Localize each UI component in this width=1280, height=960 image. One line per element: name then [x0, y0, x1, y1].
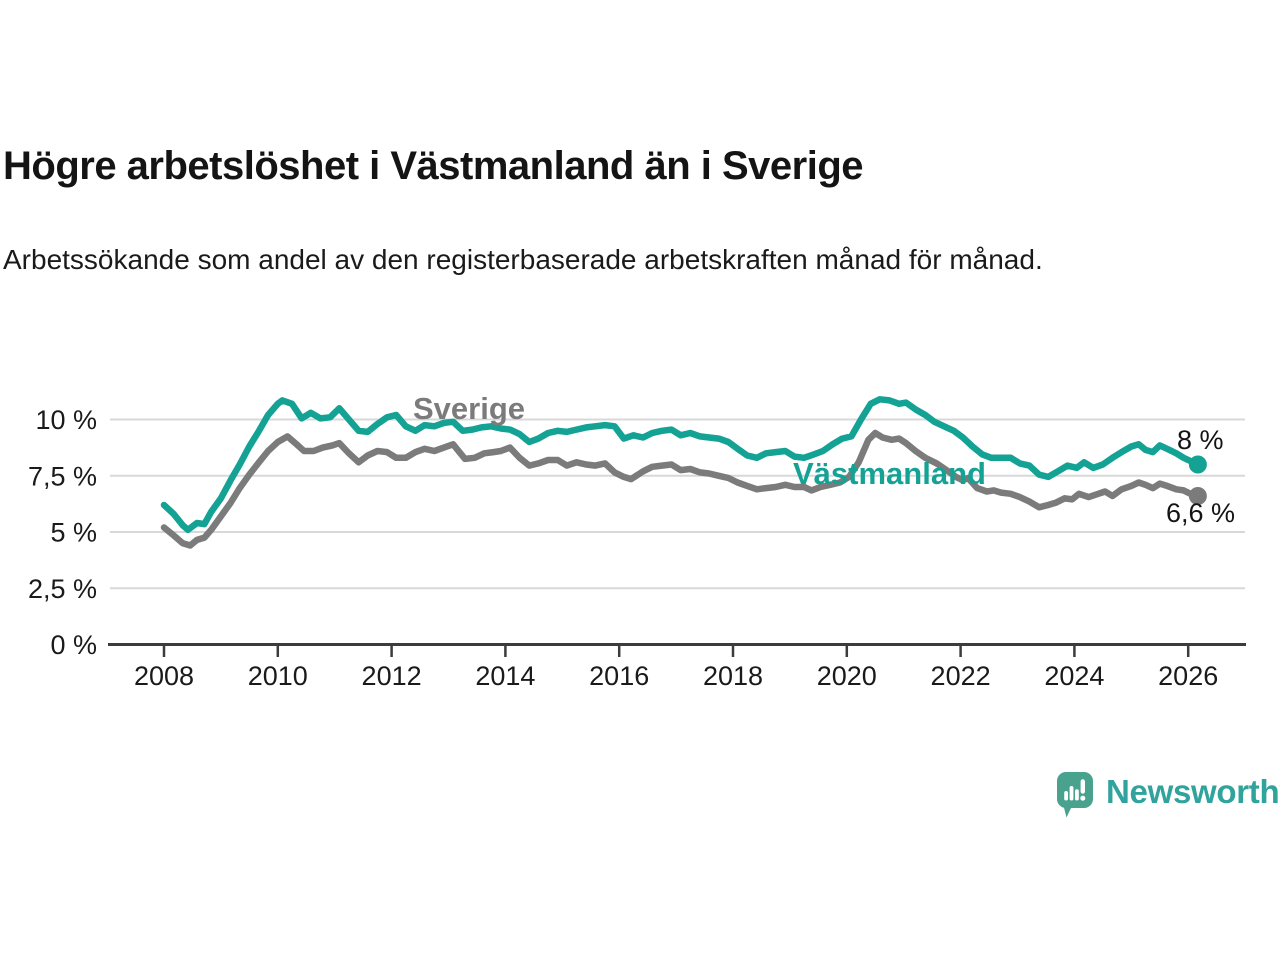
line-västmanland — [160, 396, 1202, 534]
end-dot-sverige — [1188, 487, 1207, 505]
y-axis-tick-label: 5 % — [50, 518, 97, 548]
x-axis-tick-label: 2022 — [931, 661, 991, 691]
bar-chart-speech-bubble-icon — [1057, 772, 1093, 818]
y-axis-tick-label: 2,5 % — [28, 574, 97, 604]
chart-subtitle: Arbetssökande som andel av den registerb… — [3, 244, 1043, 275]
end-value-label-sverige: 6,6 % — [1166, 498, 1236, 528]
x-axis-tick-label: 2020 — [817, 661, 877, 691]
end-dot-västmanland — [1188, 455, 1207, 474]
chart-title: Högre arbetslöshet i Västmanland än i Sv… — [3, 144, 864, 188]
x-axis-tick-label: 2014 — [475, 661, 535, 691]
x-axis-tick-label: 2026 — [1158, 661, 1218, 691]
y-axis-tick-label: 0 % — [50, 630, 97, 660]
x-axis-tick-label: 2012 — [362, 661, 422, 691]
x-axis-tick-label: 2024 — [1044, 661, 1104, 691]
x-axis-tick-label: 2008 — [134, 661, 194, 691]
newsworthy-logo: Newsworthy — [1057, 772, 1280, 820]
x-axis-tick-label: 2018 — [703, 661, 763, 691]
line-sverige — [160, 429, 1202, 549]
x-axis-tick-label: 2016 — [589, 661, 649, 691]
x-axis-tick-label: 2010 — [248, 661, 308, 691]
series-label-vastmanland: Västmanland — [793, 456, 986, 491]
y-axis-tick-label: 7,5 % — [28, 461, 97, 491]
logo-bars — [1064, 779, 1086, 801]
series-label-sverige: Sverige — [413, 391, 526, 426]
y-axis-tick-label: 10 % — [35, 405, 97, 435]
end-value-label-vastmanland: 8 % — [1177, 425, 1224, 455]
newsworthy-logo-text: Newsworthy — [1106, 773, 1280, 810]
